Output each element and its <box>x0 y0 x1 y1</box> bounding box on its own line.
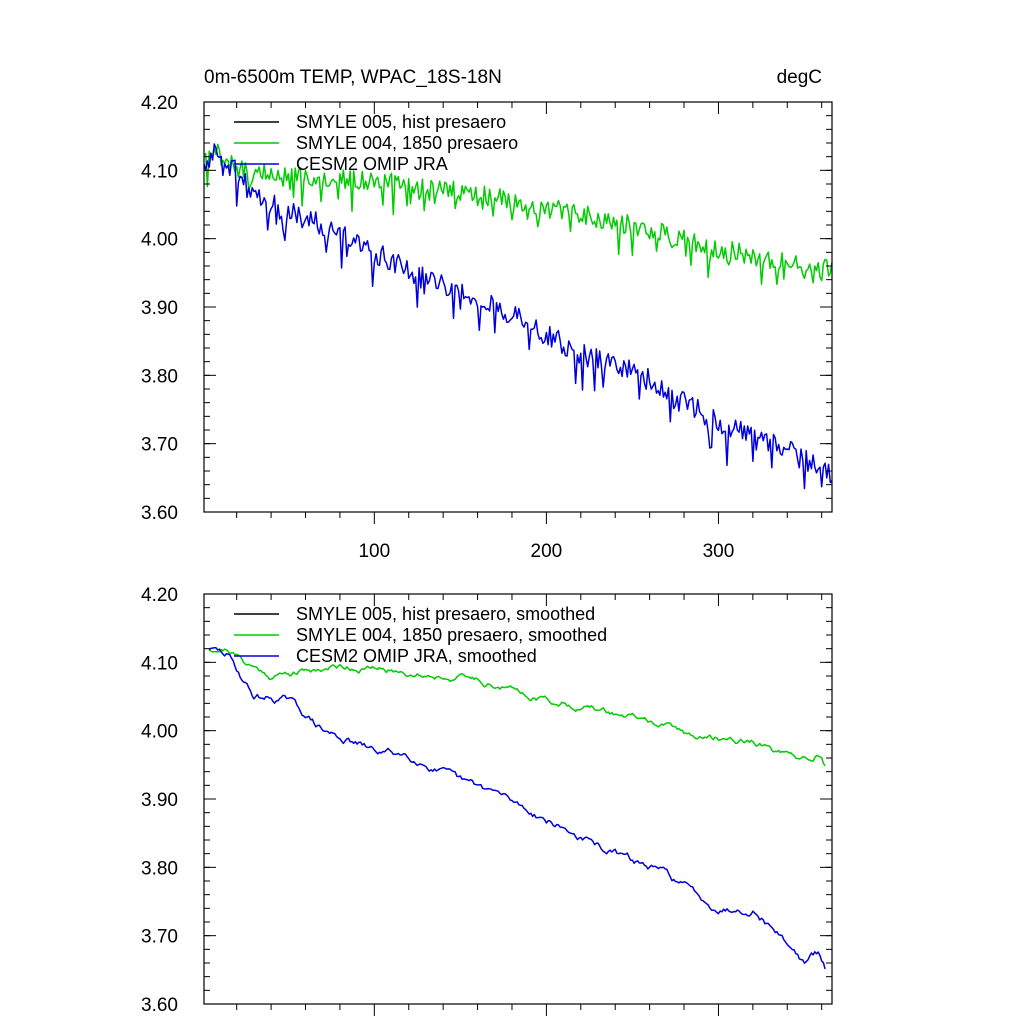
legend-label-2: CESM2 OMIP JRA, smoothed <box>296 646 537 666</box>
chart-panel-smoothed: SMYLE 005, hist presaero, smoothedSMYLE … <box>141 585 833 1016</box>
y-tick-label: 3.70 <box>141 927 178 948</box>
y-tick-label: 3.60 <box>141 995 178 1016</box>
chart-panel-raw: 0m-6500m TEMP, WPAC_18S-18N degC SMYLE 0… <box>141 67 833 562</box>
y-tick-label: 3.70 <box>141 435 178 456</box>
legend-label-1: SMYLE 004, 1850 presaero, smoothed <box>296 625 607 645</box>
y-tick-label: 4.10 <box>141 161 178 182</box>
y-tick-label: 3.60 <box>141 503 178 524</box>
legend-label-1: SMYLE 004, 1850 presaero <box>296 133 518 153</box>
plot-frame <box>203 101 833 513</box>
legend-label-0: SMYLE 005, hist presaero <box>296 112 506 132</box>
series-layer <box>208 647 826 970</box>
series-line-1 <box>208 648 826 767</box>
axes: 3.60 3.70 3.80 3.90 4.00 4.10 4.20 100 200 300 <box>141 93 832 562</box>
plot-frame <box>203 593 833 1005</box>
chart-units: degC <box>777 67 822 88</box>
x-tick-label: 100 <box>358 541 390 562</box>
y-tick-label: 4.20 <box>141 585 178 606</box>
x-tick-label: 200 <box>531 541 563 562</box>
series-line-2 <box>203 143 833 490</box>
y-tick-label: 4.20 <box>141 93 178 114</box>
legend-label-2: CESM2 OMIP JRA <box>296 154 448 174</box>
series-line-1 <box>203 143 833 286</box>
legend: SMYLE 005, hist presaero, smoothedSMYLE … <box>234 604 607 666</box>
y-tick-label: 4.00 <box>141 230 178 251</box>
y-tick-label: 3.90 <box>141 298 178 319</box>
series-layer <box>203 143 833 490</box>
y-tick-label: 4.00 <box>141 722 178 743</box>
y-tick-label: 3.80 <box>141 858 178 879</box>
y-tick-label: 4.10 <box>141 653 178 674</box>
legend-label-0: SMYLE 005, hist presaero, smoothed <box>296 604 595 624</box>
y-tick-label: 3.80 <box>141 366 178 387</box>
series-line-2 <box>208 647 826 970</box>
x-tick-label: 300 <box>703 541 735 562</box>
y-tick-label: 3.90 <box>141 790 178 811</box>
chart-title: 0m-6500m TEMP, WPAC_18S-18N <box>204 67 502 88</box>
